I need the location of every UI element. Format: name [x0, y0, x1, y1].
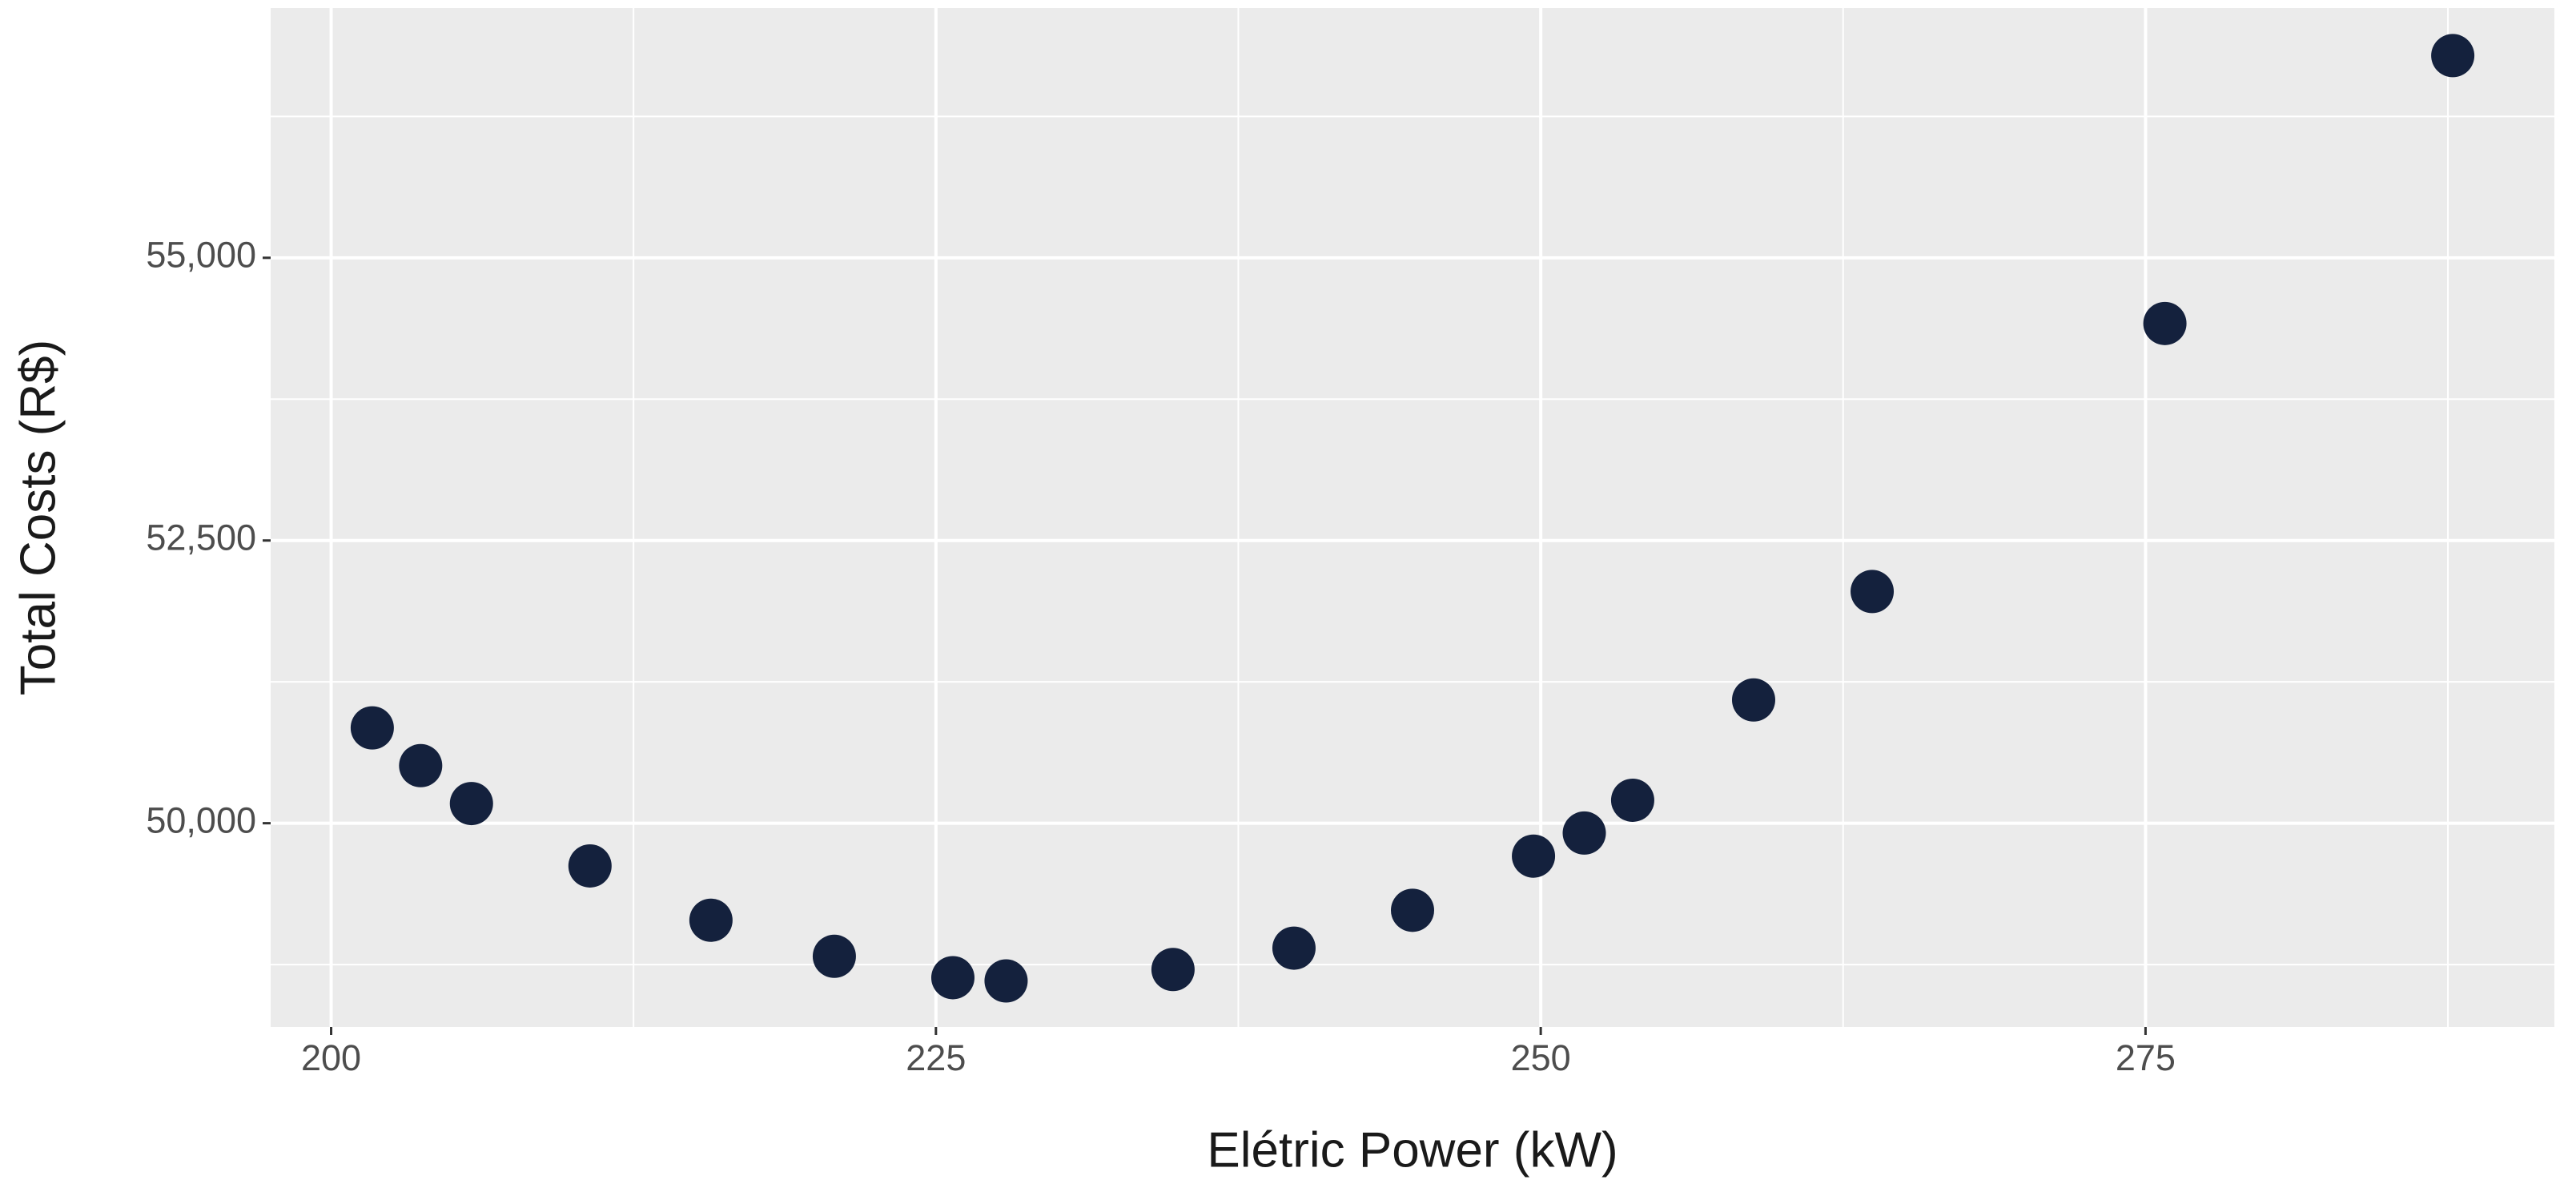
y-tick-label: 55,000 [146, 235, 256, 276]
x-axis-title: Elétric Power (kW) [1207, 1122, 1618, 1178]
point [930, 956, 975, 1000]
point [350, 706, 394, 750]
point [1272, 926, 1316, 970]
point [812, 934, 856, 978]
point [2431, 34, 2475, 78]
point [1731, 678, 1775, 722]
x-tick-label: 250 [1511, 1037, 1571, 1078]
x-tick-label: 225 [906, 1037, 966, 1078]
point [1562, 811, 1606, 855]
plot-panel [271, 8, 2554, 1027]
point [568, 844, 612, 888]
y-axis-title: Total Costs (R$) [10, 340, 66, 695]
point [1151, 948, 1195, 992]
point [1512, 834, 1556, 878]
x-tick-label: 275 [2116, 1037, 2176, 1078]
point [1610, 778, 1654, 822]
grid [271, 8, 2554, 1027]
point [689, 898, 733, 942]
point [399, 743, 443, 787]
point [1391, 888, 1434, 932]
point [984, 959, 1028, 1003]
y-tick-label: 52,500 [146, 517, 256, 558]
y-tick-label: 50,000 [146, 800, 256, 841]
point [1851, 570, 1895, 614]
point [449, 782, 493, 826]
point [2143, 301, 2187, 345]
x-tick-label: 200 [301, 1037, 361, 1078]
points [350, 34, 2475, 1003]
